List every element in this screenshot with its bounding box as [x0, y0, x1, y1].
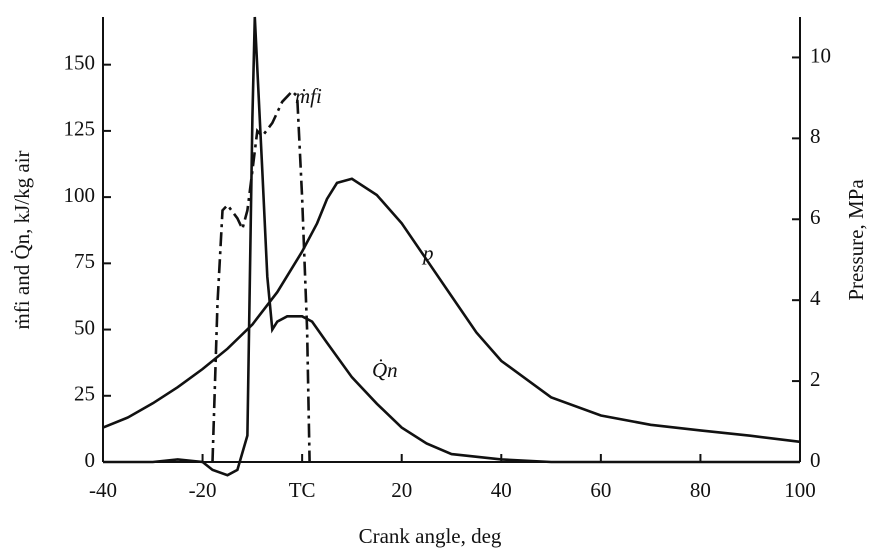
- y2-axis-title: Pressure, MPa: [844, 179, 868, 301]
- y-tick-label: 125: [64, 117, 96, 141]
- x-tick-label: -40: [89, 478, 117, 502]
- x-tick-label: 100: [784, 478, 816, 502]
- x-tick-label: 60: [590, 478, 611, 502]
- y-axis-title: ṁfi and Q̇n, kJ/kg air: [10, 150, 34, 329]
- y-tick-label: 75: [74, 249, 95, 273]
- y2-tick-label: 2: [810, 367, 821, 391]
- x-tick-label: -20: [189, 478, 217, 502]
- x-tick-label: TC: [289, 478, 316, 502]
- y-tick-label: 0: [85, 448, 96, 472]
- y-tick-label: 25: [74, 382, 95, 406]
- series-line: [211, 89, 311, 463]
- y2-tick-label: 4: [810, 286, 821, 310]
- series-label: p: [421, 241, 434, 265]
- x-tick-label: 40: [491, 478, 512, 502]
- series-label: Q̇n: [372, 358, 398, 382]
- series-line: [102, 177, 801, 444]
- x-tick-label: 80: [690, 478, 711, 502]
- series-label: ṁfi: [295, 84, 322, 108]
- y-tick-label: 50: [74, 315, 95, 339]
- x-tick-label: 20: [391, 478, 412, 502]
- y2-tick-label: 0: [810, 448, 821, 472]
- y2-tick-label: 8: [810, 124, 821, 148]
- y-tick-label: 150: [64, 50, 96, 74]
- y2-tick-label: 10: [810, 43, 831, 67]
- series-line: [103, 16, 800, 477]
- y2-tick-label: 6: [810, 205, 821, 229]
- y-tick-label: 100: [64, 183, 96, 207]
- x-axis-title: Crank angle, deg: [359, 524, 502, 548]
